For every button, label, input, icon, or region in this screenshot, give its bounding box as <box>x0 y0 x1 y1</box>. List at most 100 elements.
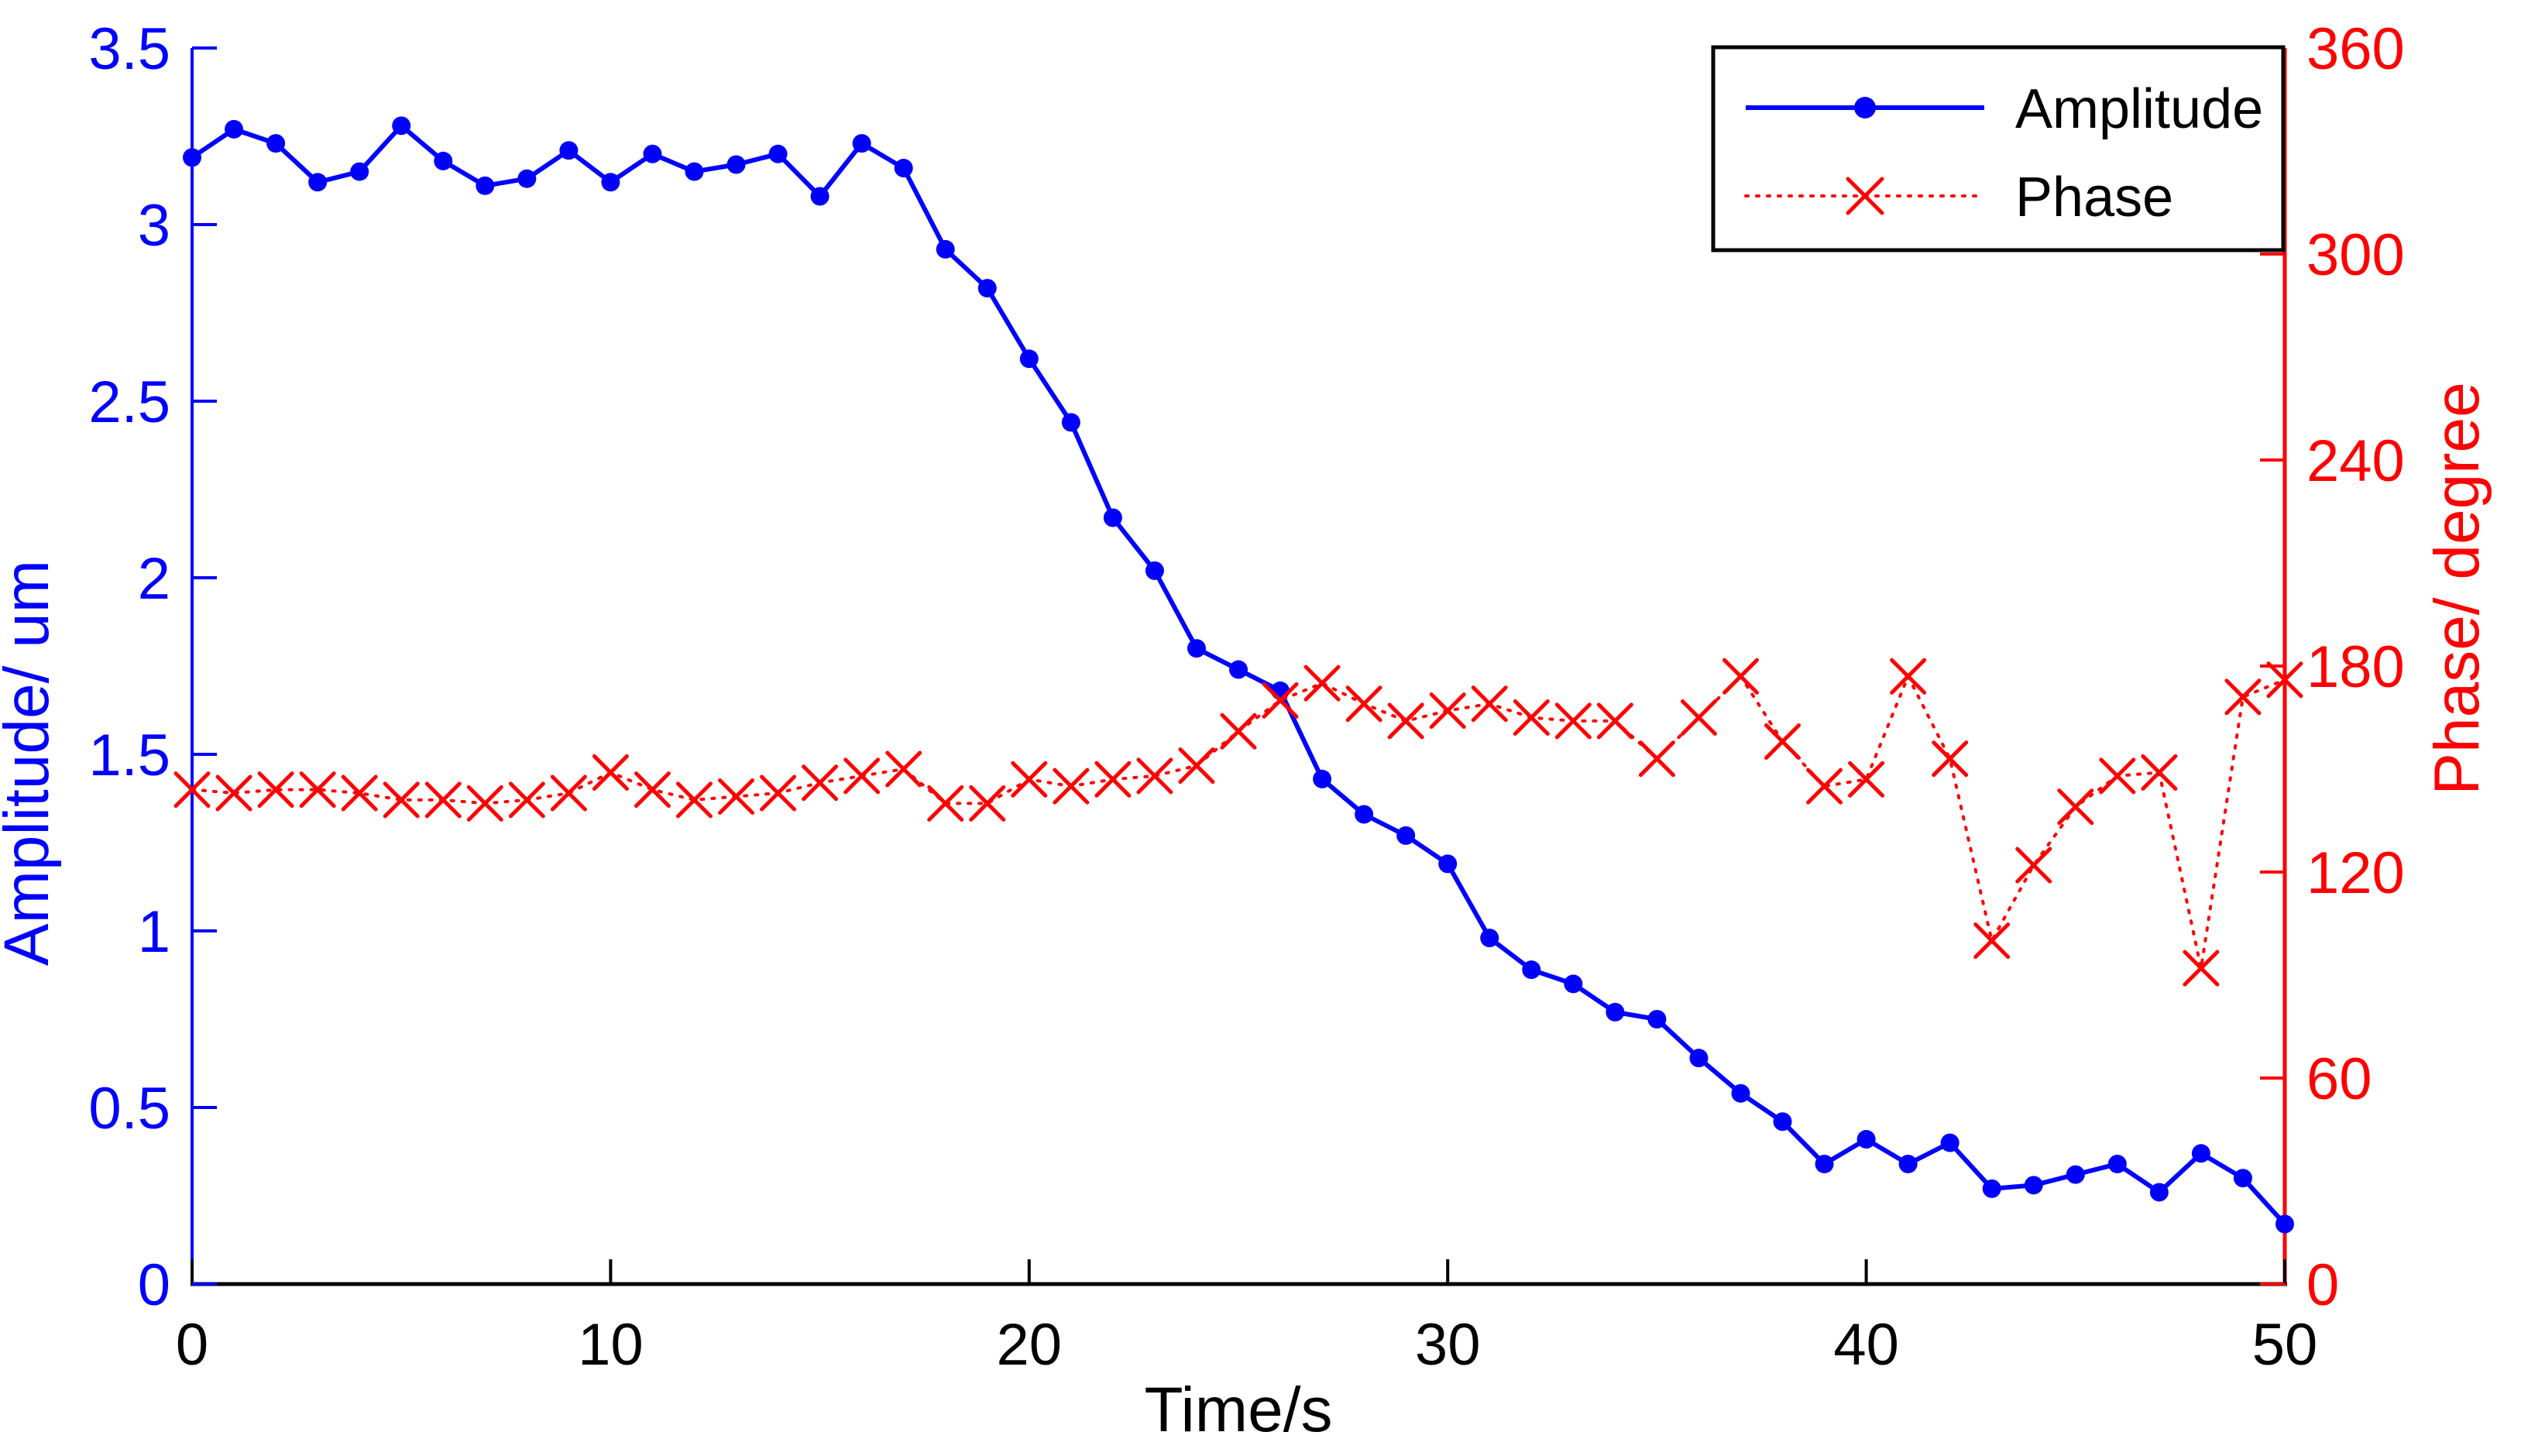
phase-marker <box>2015 846 2052 884</box>
x-tick-label: 10 <box>578 1312 644 1378</box>
phase-marker <box>1303 664 1341 702</box>
amplitude-marker <box>1019 349 1039 369</box>
phase-marker <box>675 781 713 819</box>
amplitude-marker <box>1229 660 1248 679</box>
right-y-tick-label: 360 <box>2306 16 2405 82</box>
amplitude-marker <box>936 239 955 259</box>
phase-marker <box>1220 713 1257 750</box>
phase-marker <box>1094 761 1132 798</box>
amplitude-marker <box>810 187 829 206</box>
phase-marker <box>843 757 881 795</box>
amplitude-marker <box>1773 1112 1792 1131</box>
phase-marker <box>2224 678 2262 716</box>
amplitude-marker <box>225 119 244 139</box>
right-y-tick-label: 120 <box>2306 840 2405 906</box>
amplitude-marker <box>1606 1002 1625 1022</box>
amplitude-marker <box>1564 974 1583 994</box>
phase-marker <box>1345 685 1382 723</box>
right-y-tick-label: 240 <box>2306 428 2405 494</box>
phase-marker <box>215 774 252 812</box>
amplitude-marker <box>1647 1010 1667 1028</box>
amplitude-marker <box>1856 1130 1876 1149</box>
left-y-axis: 0 0.5 1 1.5 2 2.5 3 3.5 <box>88 16 217 1318</box>
amplitude-marker <box>2066 1165 2085 1184</box>
amplitude-marker <box>1815 1154 1834 1173</box>
left-y-tick-label: 0.5 <box>88 1076 170 1142</box>
right-y-tick-label: 60 <box>2306 1046 2372 1112</box>
legend-entry-phase: Phase <box>1744 167 2173 228</box>
phase-marker <box>1262 682 1299 719</box>
phase-marker <box>173 771 211 809</box>
phase-marker <box>927 785 964 822</box>
phase-marker <box>1011 761 1048 798</box>
x-tick-label: 40 <box>1833 1312 1899 1378</box>
phase-marker <box>634 771 671 809</box>
amplitude-marker <box>1145 561 1164 580</box>
phase-marker <box>1513 699 1550 736</box>
phase-marker <box>1136 757 1173 795</box>
amplitude-marker <box>1982 1179 2001 1198</box>
phase-marker <box>550 774 587 812</box>
amplitude-marker <box>2191 1144 2210 1163</box>
legend-amplitude-marker <box>1854 97 1876 118</box>
amplitude-marker <box>1187 639 1206 658</box>
phase-marker <box>592 754 629 791</box>
amplitude-marker <box>350 162 369 181</box>
amplitude-marker <box>601 173 620 192</box>
left-y-tick-label: 2.5 <box>88 369 170 435</box>
amplitude-marker <box>1355 805 1374 824</box>
amplitude-marker <box>977 279 997 298</box>
amplitude-marker <box>476 176 495 195</box>
phase-marker <box>383 781 420 819</box>
amplitude-marker <box>1396 826 1416 845</box>
phase-marker <box>760 774 797 812</box>
phase-marker <box>1387 702 1424 740</box>
phase-marker <box>885 750 922 788</box>
amplitude-marker <box>517 169 537 188</box>
phase-marker <box>1596 702 1633 740</box>
phase-marker <box>802 764 839 802</box>
x-tick-label: 0 <box>176 1312 208 1378</box>
x-tick-label: 50 <box>2252 1312 2318 1378</box>
amplitude-marker <box>768 144 788 163</box>
phase-marker <box>2183 949 2220 987</box>
phase-marker <box>466 785 503 822</box>
phase-marker <box>1638 740 1675 778</box>
phase-marker <box>299 771 336 809</box>
phase-marker <box>1554 702 1592 740</box>
legend: Amplitude Phase <box>1711 45 2286 252</box>
amplitude-marker <box>1522 960 1541 980</box>
phase-marker <box>1722 658 1759 695</box>
phase-marker <box>2266 661 2303 699</box>
phase-marker <box>1973 922 2011 960</box>
amplitude-marker <box>1731 1083 1750 1103</box>
x-tick-label: 20 <box>997 1312 1063 1378</box>
phase-line <box>191 672 2286 969</box>
x-tick-label: 30 <box>1415 1312 1481 1378</box>
amplitude-marker <box>308 173 328 192</box>
phase-marker <box>1053 767 1090 805</box>
amplitude-marker <box>852 134 871 153</box>
legend-phase-marker <box>1846 177 1884 215</box>
amplitude-marker <box>2024 1176 2043 1195</box>
amplitude-marker <box>1689 1049 1709 1068</box>
left-y-tick-label: 2 <box>138 546 170 612</box>
left-y-tick-label: 3 <box>138 193 170 259</box>
phase-marker <box>1848 761 1885 798</box>
amplitude-marker <box>2107 1154 2127 1173</box>
amplitude-marker <box>685 162 704 181</box>
right-y-tick-label: 180 <box>2306 634 2405 700</box>
phase-marker <box>1471 685 1508 723</box>
right-y-tick-label: 0 <box>2306 1252 2339 1318</box>
amplitude-marker <box>183 148 201 167</box>
phase-marker <box>718 778 755 815</box>
x-axis-title: Time/s <box>1145 1375 1333 1445</box>
phase-marker <box>257 771 294 809</box>
phase-marker <box>1178 747 1215 785</box>
amplitude-marker <box>434 151 453 170</box>
phase-marker <box>2099 757 2136 795</box>
right-y-axis: 0 60 120 180 240 300 360 <box>2260 16 2405 1318</box>
left-y-tick-label: 3.5 <box>88 16 170 82</box>
